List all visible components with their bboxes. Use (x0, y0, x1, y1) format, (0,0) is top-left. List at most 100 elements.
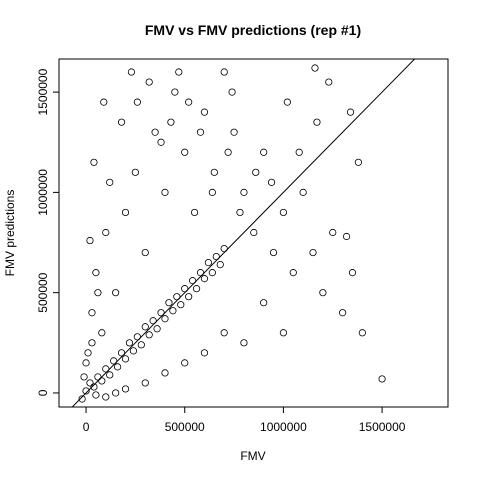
point (240, 188, 248, 196)
point (348, 269, 357, 277)
point (185, 98, 193, 106)
point (190, 208, 199, 217)
point (267, 178, 276, 186)
point (289, 269, 297, 277)
point (117, 349, 126, 357)
point (141, 379, 149, 387)
point (175, 68, 183, 76)
reference-line (71, 59, 416, 407)
point (121, 208, 130, 217)
point (283, 98, 291, 106)
point (141, 323, 149, 331)
point (112, 289, 120, 297)
point (82, 387, 90, 395)
point (92, 269, 100, 277)
point (90, 158, 98, 166)
point (78, 395, 86, 403)
point (92, 391, 100, 399)
point (125, 339, 134, 347)
point (200, 108, 209, 116)
point (260, 299, 268, 307)
point (230, 128, 238, 136)
y-axis-label: FMV predictions (3, 190, 17, 277)
point (112, 389, 120, 397)
point (309, 248, 317, 257)
point (153, 325, 161, 333)
point (106, 371, 114, 379)
plot-frame (58, 58, 449, 408)
point (102, 228, 110, 237)
point (279, 329, 288, 337)
point (240, 339, 248, 347)
point (94, 289, 102, 297)
point (121, 385, 130, 393)
point (173, 293, 181, 301)
point (127, 68, 136, 76)
point (94, 373, 102, 381)
point (196, 128, 205, 136)
point (210, 168, 218, 176)
point (311, 64, 319, 72)
point (260, 148, 268, 156)
point (137, 341, 145, 349)
point (82, 359, 90, 367)
point (313, 118, 321, 126)
point (319, 289, 327, 297)
point (149, 317, 157, 325)
point (181, 285, 189, 293)
point (88, 339, 96, 347)
point (189, 277, 197, 285)
point (157, 309, 165, 317)
point (208, 269, 216, 277)
point (204, 258, 213, 267)
point (129, 347, 138, 355)
point (100, 98, 108, 106)
point (196, 269, 205, 277)
point (131, 168, 139, 176)
point (171, 88, 179, 96)
point (339, 309, 347, 317)
point (102, 365, 110, 373)
point (102, 393, 110, 401)
point (133, 333, 141, 341)
x-tick-label: 1500000 (359, 420, 406, 434)
point (236, 208, 244, 217)
y-tick-label: 1500000 (36, 68, 50, 115)
point (88, 309, 96, 317)
point (295, 148, 303, 156)
point (212, 252, 220, 261)
point (121, 355, 130, 363)
point (80, 373, 88, 381)
point (106, 178, 114, 186)
point (98, 329, 106, 337)
point (133, 98, 141, 106)
point (342, 232, 351, 241)
point (86, 236, 94, 245)
chart-title: FMV vs FMV predictions (rep #1) (145, 22, 361, 38)
point (151, 128, 159, 136)
y-tick-label: 500000 (36, 272, 50, 312)
point (110, 357, 118, 365)
point (200, 349, 209, 357)
point (145, 78, 153, 86)
point (329, 228, 337, 237)
point (358, 329, 366, 337)
point (165, 299, 173, 307)
point (157, 138, 165, 146)
point (185, 293, 193, 301)
point (145, 331, 153, 339)
point (208, 188, 216, 196)
x-tick-label: 0 (83, 420, 90, 434)
point (141, 248, 149, 257)
point (224, 148, 232, 156)
point (169, 307, 177, 315)
point (299, 188, 307, 196)
point (161, 369, 169, 377)
point (181, 148, 189, 156)
point (192, 285, 201, 293)
point (220, 68, 228, 76)
point (252, 168, 260, 176)
point (86, 379, 94, 387)
point (90, 383, 98, 391)
